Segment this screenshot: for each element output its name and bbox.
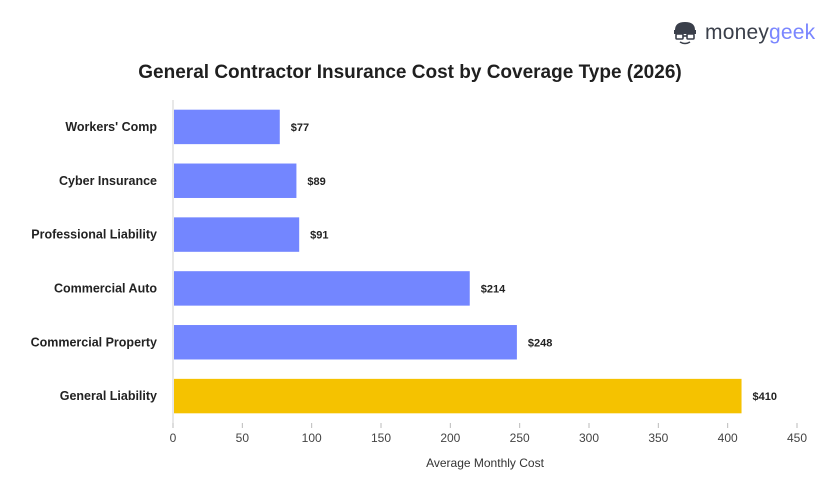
brand-logo: moneygeek <box>671 20 815 46</box>
brand-wordmark: moneygeek <box>705 21 815 45</box>
category-label: Professional Liability <box>31 228 157 242</box>
category-label: Commercial Auto <box>54 281 157 295</box>
x-tick-label: 350 <box>648 431 668 445</box>
data-label: $214 <box>481 283 506 295</box>
x-tick-label: 150 <box>371 431 391 445</box>
x-tick-label: 450 <box>787 431 807 445</box>
data-label: $89 <box>307 176 325 188</box>
bar <box>174 217 300 252</box>
data-label: $248 <box>528 337 552 349</box>
moneygeek-face-icon <box>674 22 696 45</box>
chart-title: General Contractor Insurance Cost by Cov… <box>138 62 682 83</box>
bar <box>174 378 742 414</box>
bar <box>174 163 297 198</box>
category-label: Cyber Insurance <box>59 174 157 188</box>
bar <box>174 325 517 360</box>
category-label: Commercial Property <box>31 335 157 349</box>
x-tick-label: 100 <box>302 431 322 445</box>
x-tick-label: 50 <box>236 431 250 445</box>
data-label: $77 <box>291 122 309 134</box>
data-label: $410 <box>753 391 777 403</box>
data-label: $91 <box>310 230 328 242</box>
brand-name-part1: money <box>705 21 770 44</box>
category-label: Workers' Comp <box>65 120 157 134</box>
bar <box>174 271 470 306</box>
x-tick-label: 0 <box>170 431 177 445</box>
brand-name-part2: geek <box>769 21 816 44</box>
x-tick-label: 400 <box>718 431 738 445</box>
bar <box>174 109 280 145</box>
x-tick-label: 250 <box>510 431 530 445</box>
x-axis-label: Average Monthly Cost <box>426 456 544 470</box>
x-tick-label: 300 <box>579 431 599 445</box>
x-tick-label: 200 <box>440 431 460 445</box>
category-label: General Liability <box>60 389 157 403</box>
